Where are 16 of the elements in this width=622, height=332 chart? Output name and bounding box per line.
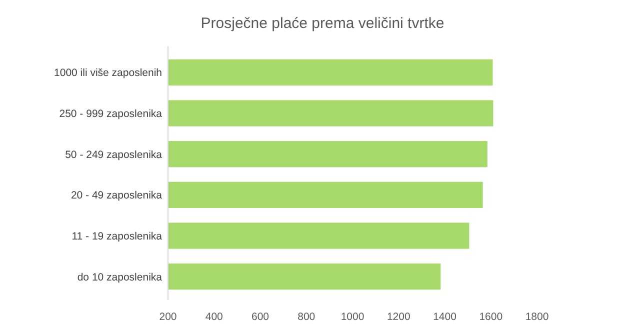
y-tick-label: 50 - 249 zaposlenika <box>65 148 162 161</box>
y-tick-label: 11 - 19 zaposlenika <box>72 230 162 242</box>
x-tick-label: 1800 <box>525 311 549 323</box>
chart-title: Prosječne plaće prema veličini tvrtke <box>200 15 444 32</box>
x-tick-label: 800 <box>298 311 316 323</box>
x-tick-label: 400 <box>205 311 224 323</box>
x-tick-label: 600 <box>251 311 270 323</box>
y-tick-label: 1000 ili više zaposlenih <box>54 67 162 80</box>
x-tick-label: 1400 <box>433 311 457 323</box>
y-tick-label: 20 - 49 zaposlenika <box>70 190 162 202</box>
x-tick-label: 1200 <box>386 311 410 323</box>
x-tick-label: 200 <box>159 311 177 323</box>
x-tick-label: 1600 <box>479 311 503 323</box>
y-tick-label: 250 - 999 zaposlenika <box>59 108 162 120</box>
y-tick-label: do 10 zaposlenika <box>77 271 162 284</box>
x-tick-label: 1000 <box>340 311 364 323</box>
